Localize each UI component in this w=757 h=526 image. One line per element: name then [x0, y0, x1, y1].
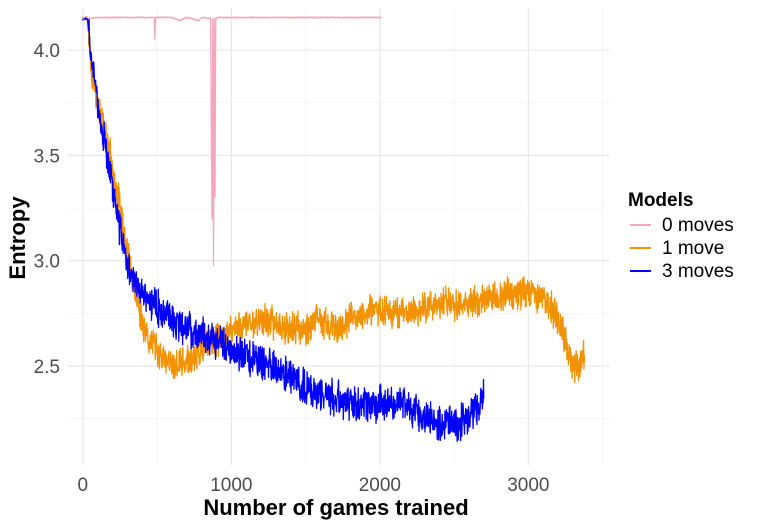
y-tick-label: 4.0	[34, 41, 60, 62]
x-axis-ticks: 0 1000 2000 3000	[78, 475, 550, 496]
series-line-0-moves	[82, 15, 382, 266]
legend-label: 3 moves	[662, 261, 734, 282]
series-line-1-move	[82, 16, 586, 384]
y-tick-label: 2.5	[34, 357, 60, 378]
x-tick-label: 1000	[210, 475, 252, 496]
x-tick-label: 0	[78, 475, 89, 496]
x-axis-title: Number of games trained	[203, 495, 468, 520]
x-tick-label: 2000	[359, 475, 401, 496]
legend-title: Models	[628, 190, 693, 211]
y-tick-label: 3.0	[34, 252, 60, 273]
series-lines	[82, 15, 586, 442]
legend-label: 1 move	[662, 238, 724, 259]
x-tick-label: 3000	[507, 475, 549, 496]
y-axis-ticks: 2.5 3.0 3.5 4.0	[34, 41, 60, 378]
y-tick-label: 3.5	[34, 146, 60, 167]
series-line-3-moves	[82, 16, 485, 442]
y-axis-title: Entropy	[5, 196, 30, 280]
legend-label: 0 moves	[662, 215, 734, 236]
